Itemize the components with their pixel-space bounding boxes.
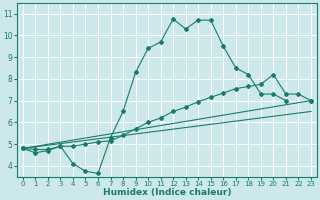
X-axis label: Humidex (Indice chaleur): Humidex (Indice chaleur) <box>103 188 231 197</box>
